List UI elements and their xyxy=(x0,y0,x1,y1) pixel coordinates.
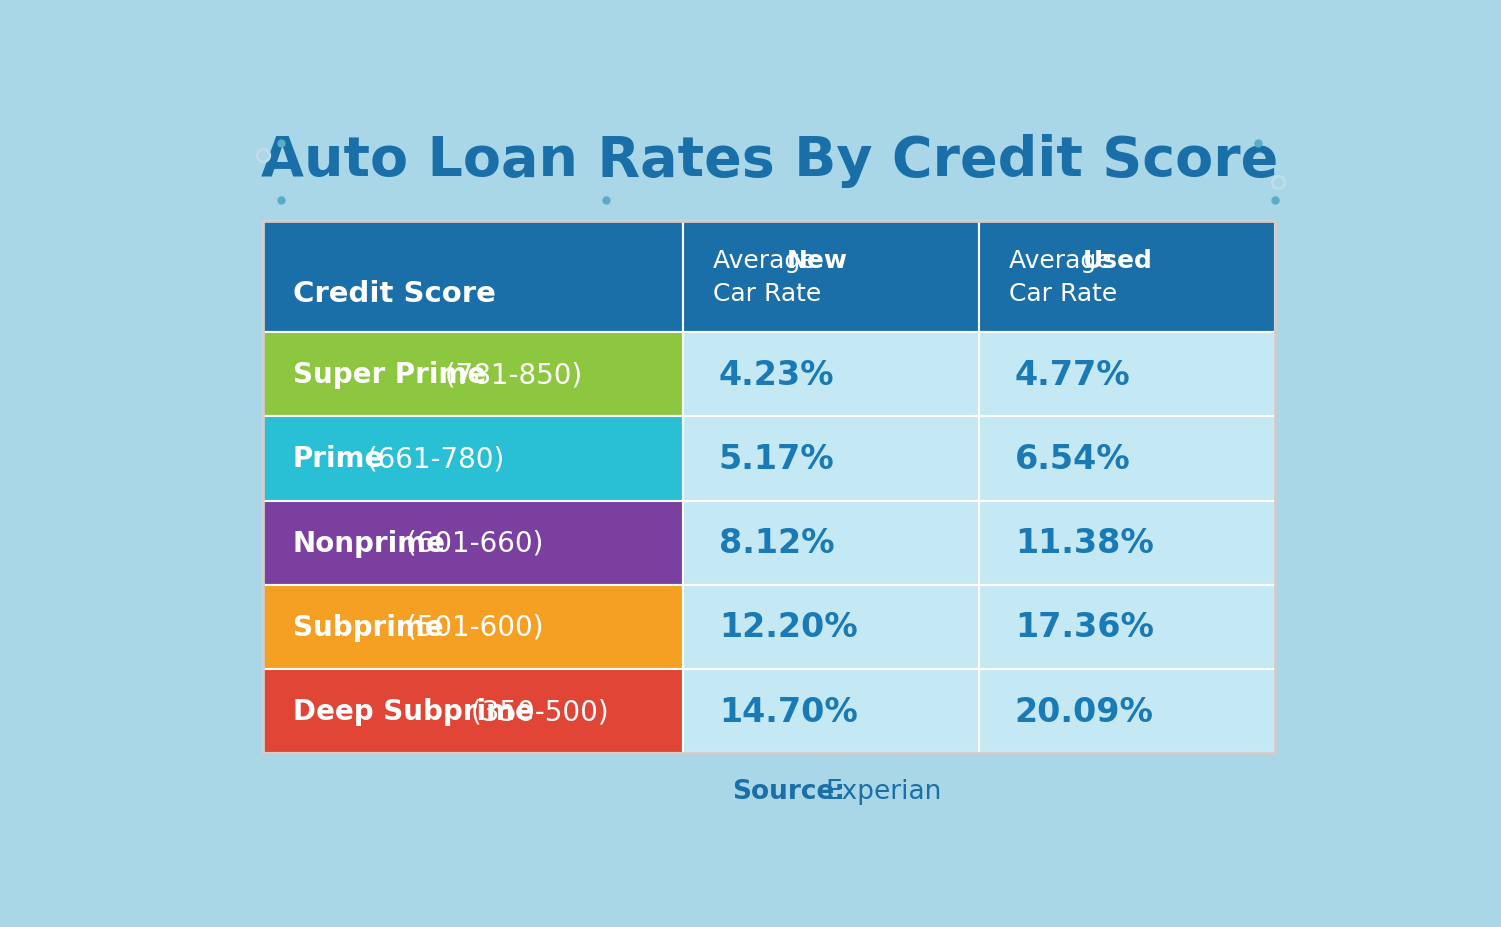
Text: Experian: Experian xyxy=(826,778,941,804)
Text: Auto Loan Rates By Credit Score: Auto Loan Rates By Credit Score xyxy=(261,134,1277,188)
Text: 6.54%: 6.54% xyxy=(1015,442,1130,476)
Text: New: New xyxy=(787,248,848,273)
Bar xyxy=(683,585,979,669)
Text: 4.77%: 4.77% xyxy=(1015,358,1130,391)
Text: Average: Average xyxy=(713,248,824,273)
Bar xyxy=(979,669,1276,754)
Text: Credit Score: Credit Score xyxy=(293,280,495,308)
Text: 20.09%: 20.09% xyxy=(1015,695,1154,728)
Text: 14.70%: 14.70% xyxy=(719,695,857,728)
Text: (661-780): (661-780) xyxy=(357,445,504,473)
Bar xyxy=(263,333,683,417)
Text: Car Rate: Car Rate xyxy=(713,282,821,306)
Text: Nonprime: Nonprime xyxy=(293,529,446,557)
Text: (350-500): (350-500) xyxy=(462,697,608,726)
Text: 4.23%: 4.23% xyxy=(719,358,835,391)
Bar xyxy=(683,333,979,417)
Text: Source:: Source: xyxy=(732,778,845,804)
Bar xyxy=(263,222,683,333)
Text: 5.17%: 5.17% xyxy=(719,442,835,476)
Bar xyxy=(263,417,683,501)
Text: Super Prime: Super Prime xyxy=(293,361,486,388)
Bar xyxy=(263,501,683,585)
Text: Prime: Prime xyxy=(293,445,384,473)
Text: Deep Subprime: Deep Subprime xyxy=(293,697,533,726)
Bar xyxy=(979,501,1276,585)
Text: Car Rate: Car Rate xyxy=(1009,282,1117,306)
Text: Average: Average xyxy=(1009,248,1120,273)
Text: (781-850): (781-850) xyxy=(435,361,582,388)
Text: (501-600): (501-600) xyxy=(396,614,543,641)
Bar xyxy=(263,222,1276,754)
Bar xyxy=(683,669,979,754)
Bar xyxy=(979,333,1276,417)
Bar xyxy=(683,417,979,501)
Text: 12.20%: 12.20% xyxy=(719,611,857,643)
Text: 11.38%: 11.38% xyxy=(1015,527,1154,560)
Text: 8.12%: 8.12% xyxy=(719,527,835,560)
Text: 17.36%: 17.36% xyxy=(1015,611,1154,643)
Text: Used: Used xyxy=(1082,248,1153,273)
Bar xyxy=(979,222,1276,333)
Text: Subprime: Subprime xyxy=(293,614,443,641)
Bar xyxy=(683,501,979,585)
Text: (601-660): (601-660) xyxy=(396,529,543,557)
Bar xyxy=(263,669,683,754)
Bar xyxy=(263,585,683,669)
Bar xyxy=(979,417,1276,501)
Bar xyxy=(979,585,1276,669)
Bar xyxy=(683,222,979,333)
